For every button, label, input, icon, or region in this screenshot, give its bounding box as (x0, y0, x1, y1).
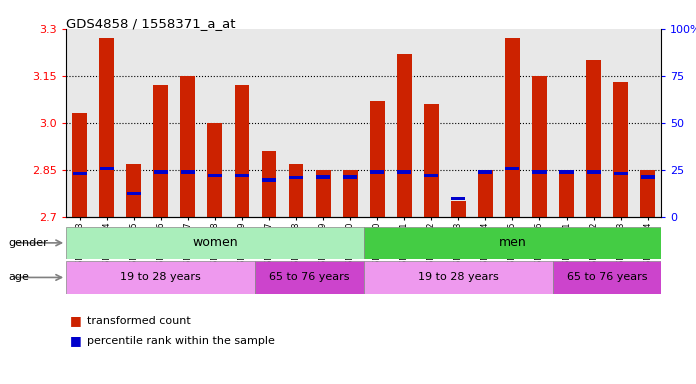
Bar (72, 113, 87, 217)
Bar (154, 170, 168, 174)
Bar (262, 151, 276, 217)
Bar (397, 54, 411, 217)
Text: 19 to 28 years: 19 to 28 years (418, 272, 499, 283)
Bar (208, 174, 222, 177)
Bar (560, 170, 574, 174)
Bar (559, 170, 574, 217)
Text: 65 to 76 years: 65 to 76 years (567, 272, 647, 283)
Bar (235, 85, 249, 217)
Bar (397, 170, 411, 174)
Bar (235, 174, 249, 177)
Bar (66, 261, 255, 294)
Bar (370, 170, 384, 174)
Text: percentile rank within the sample: percentile rank within the sample (87, 336, 275, 346)
Bar (289, 176, 303, 179)
Bar (72, 172, 87, 175)
Bar (478, 170, 493, 174)
Bar (425, 174, 438, 177)
Text: 19 to 28 years: 19 to 28 years (120, 272, 201, 283)
Bar (451, 201, 466, 217)
Bar (127, 192, 141, 195)
Text: 65 to 76 years: 65 to 76 years (269, 272, 350, 283)
Bar (370, 101, 385, 217)
Bar (587, 170, 601, 174)
Bar (640, 175, 655, 179)
Bar (100, 38, 114, 217)
Text: ■: ■ (70, 334, 81, 348)
Bar (363, 227, 661, 259)
Bar (532, 76, 547, 217)
Bar (180, 76, 196, 217)
Bar (316, 170, 331, 217)
Bar (640, 170, 655, 217)
Bar (613, 82, 628, 217)
Bar (207, 123, 222, 217)
Bar (505, 167, 519, 170)
Bar (262, 178, 276, 182)
Bar (478, 170, 493, 217)
Bar (289, 164, 303, 217)
Text: women: women (192, 237, 238, 249)
Bar (451, 197, 466, 200)
Bar (181, 170, 195, 174)
Bar (255, 261, 363, 294)
Bar (424, 104, 438, 217)
Text: GDS4858 / 1558371_a_at: GDS4858 / 1558371_a_at (66, 17, 236, 30)
Bar (126, 164, 141, 217)
Bar (553, 261, 661, 294)
Bar (586, 60, 601, 217)
Bar (100, 167, 113, 170)
Text: age: age (8, 272, 29, 283)
Text: gender: gender (8, 238, 48, 248)
Bar (342, 170, 358, 217)
Bar (532, 170, 546, 174)
Bar (153, 85, 168, 217)
Text: men: men (498, 237, 526, 249)
Text: transformed count: transformed count (87, 316, 191, 326)
Bar (343, 175, 357, 179)
Bar (363, 261, 553, 294)
Text: ■: ■ (70, 314, 81, 327)
Bar (66, 227, 363, 259)
Bar (316, 175, 330, 179)
Bar (505, 38, 520, 217)
Bar (614, 172, 628, 175)
